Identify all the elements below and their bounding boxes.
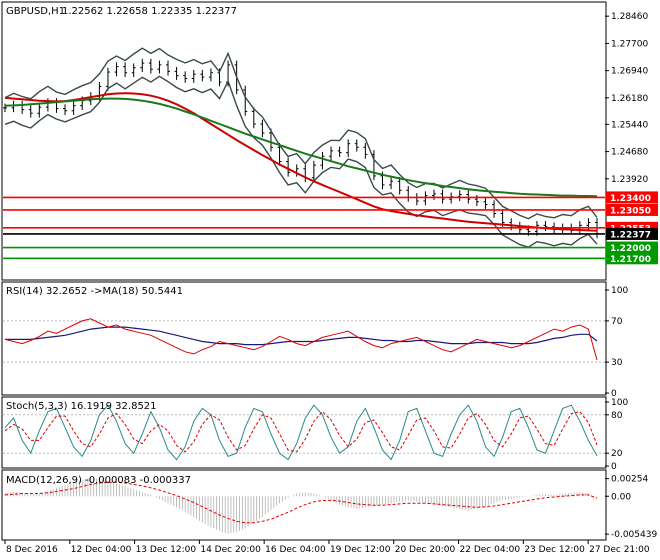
- stoch-axis-tick-label: 0: [611, 462, 617, 472]
- rsi-axis-tick-label: 30: [611, 358, 623, 368]
- x-tick-label: 16 Dec 04:00: [265, 545, 326, 555]
- symbol-label: GBPUSD,H1: [6, 6, 65, 17]
- stoch-label: Stoch(5,3,3) 16.1919 32.8521: [6, 401, 157, 412]
- bollinger-upper-line: [4, 47, 598, 220]
- level-label-box: [606, 203, 658, 216]
- level-label: 1.22000: [610, 244, 651, 254]
- x-tick-label: 20 Dec 20:00: [395, 545, 456, 555]
- price-axis-tick-label: 1.27700: [611, 39, 648, 49]
- level-label-box: [606, 252, 658, 265]
- rsi-line: [4, 318, 598, 361]
- price-axis-tick-label: 1.24680: [611, 148, 648, 158]
- price-axis-tick-label: 1.28460: [611, 12, 648, 22]
- macd-axis-tick-label: 0.00: [611, 492, 631, 502]
- macd-panel-frame: [1, 469, 607, 541]
- price-axis-tick-label: 1.26940: [611, 67, 648, 77]
- stoch-axis-tick-label: 20: [611, 449, 623, 459]
- rsi-axis-tick-label: 0: [611, 389, 617, 399]
- rsi-axis-tick-label: 100: [611, 286, 628, 296]
- ohlc-label: 1.22562 1.22658 1.22335 1.22377: [62, 6, 237, 17]
- level-label: 1.22377: [610, 230, 651, 240]
- x-tick-label: 13 Dec 12:00: [136, 545, 197, 555]
- level-label-box: [606, 241, 658, 254]
- x-tick-label: 14 Dec 20:00: [200, 545, 261, 555]
- macd-axis-tick-label: 0.00254: [611, 475, 648, 485]
- level-label-box: [606, 227, 658, 240]
- main-panel-frame: [1, 1, 607, 281]
- x-tick-label: 12 Dec 04:00: [71, 545, 132, 555]
- price-axis-tick-label: 1.23920: [611, 175, 648, 185]
- level-label-box: [606, 191, 658, 204]
- rsi-label: RSI(14) 32.2652 ->MA(18) 50.5441: [6, 286, 183, 297]
- level-label: 1.23400: [610, 194, 651, 204]
- macd-label: MACD(12,26,9) -0.000083 -0.000337: [6, 475, 191, 486]
- stoch-signal-line: [4, 410, 598, 453]
- rsi-axis-tick-label: 70: [611, 317, 623, 327]
- moving-average-line-1: [4, 92, 598, 232]
- x-tick-label: 19 Dec 12:00: [330, 545, 391, 555]
- rsi-panel-frame: [1, 281, 607, 396]
- stoch-main-line: [4, 404, 598, 461]
- level-label: 1.21700: [610, 255, 651, 265]
- x-tick-label: 22 Dec 04:00: [460, 545, 521, 555]
- x-tick-label: 23 Dec 12:00: [524, 545, 585, 555]
- stoch-axis-tick-label: 100: [611, 398, 628, 408]
- level-label: 1.23050: [610, 206, 651, 216]
- price-axis-tick-label: 1.25440: [611, 120, 648, 130]
- rsi-ma-line: [5, 326, 598, 346]
- moving-average-line-2: [4, 97, 598, 198]
- x-tick-label: 27 Dec 21:00: [589, 545, 650, 555]
- stoch-axis-tick-label: 80: [611, 411, 623, 421]
- x-tick-label: 8 Dec 2016: [6, 545, 58, 555]
- macd-signal-line: [4, 481, 598, 524]
- macd-axis-tick-label: -0.005439: [611, 530, 657, 540]
- price-axis-tick-label: 1.26180: [611, 94, 648, 104]
- stoch-panel-frame: [1, 396, 607, 469]
